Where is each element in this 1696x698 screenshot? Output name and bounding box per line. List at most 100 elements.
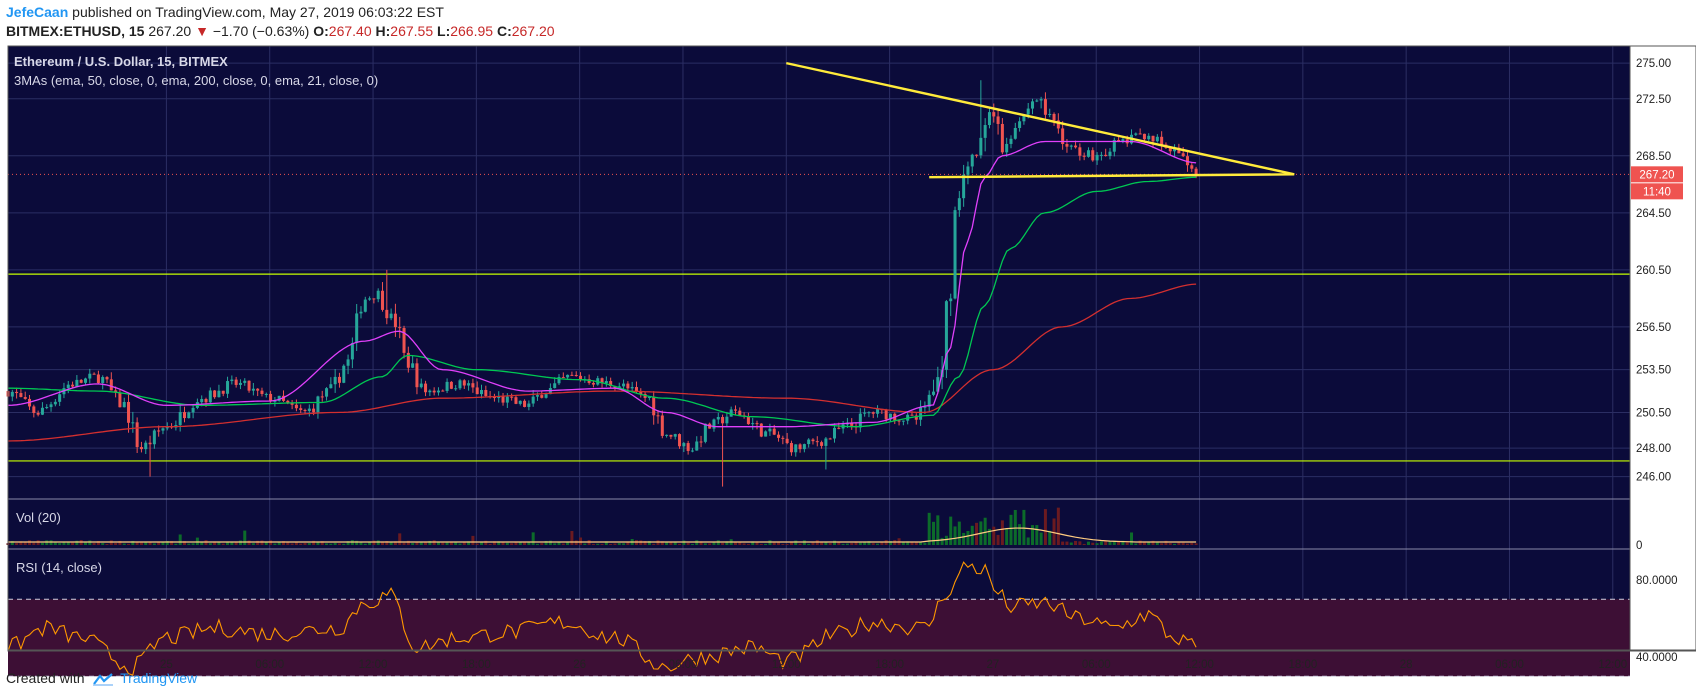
candle-body — [553, 383, 557, 389]
volume-bar — [725, 541, 729, 545]
volume-bar — [1173, 543, 1177, 545]
time-tick-label: 12:00 — [359, 659, 388, 671]
volume-bar — [96, 541, 100, 545]
volume-bar — [393, 541, 397, 545]
volume-bar — [759, 543, 763, 545]
volume-bar — [337, 543, 341, 545]
volume-bar — [1048, 530, 1052, 545]
volume-bar — [949, 516, 953, 545]
volume-bar — [355, 540, 359, 545]
candle-body — [45, 407, 49, 409]
candle-body — [656, 415, 660, 417]
volume-bar — [919, 541, 923, 545]
volume-bar — [1112, 540, 1116, 545]
volume-bar — [71, 542, 75, 545]
candle-body — [238, 382, 242, 385]
candle-body — [721, 417, 725, 424]
candle-body — [888, 413, 892, 420]
volume-bar — [1147, 542, 1151, 545]
chart-frame — [7, 45, 1696, 652]
volume-bar — [858, 542, 862, 545]
volume-bar — [596, 543, 600, 545]
candle-body — [256, 388, 260, 391]
candle-body — [251, 388, 255, 391]
volume-bar — [1190, 542, 1194, 545]
volume-bars — [6, 507, 1198, 545]
candle-body — [910, 414, 914, 416]
volume-bar — [1031, 525, 1035, 545]
rsi-curve — [7, 561, 1197, 676]
volume-bar — [191, 543, 195, 545]
candle-body — [368, 298, 372, 300]
candle-body — [1013, 127, 1017, 139]
volume-bar — [19, 541, 23, 545]
volume-bar — [58, 543, 62, 545]
candle-body — [759, 423, 763, 437]
candle-body — [1190, 165, 1194, 169]
candle-body — [1134, 133, 1138, 135]
candle-body — [626, 383, 630, 389]
candle-body — [415, 363, 419, 388]
price-badges: 267.20 11:40 — [1631, 166, 1683, 200]
author-name[interactable]: JefeCaan — [6, 4, 69, 20]
candle-body — [682, 443, 686, 447]
volume-label: Vol (20) — [16, 510, 61, 525]
candle-body — [281, 395, 286, 401]
volume-bar — [505, 542, 509, 545]
price-tick-label: 253.50 — [1636, 365, 1671, 377]
volume-bar — [992, 526, 996, 545]
candle-body — [505, 396, 509, 403]
candle-body — [815, 441, 819, 443]
volume-bar — [471, 535, 475, 545]
volume-bar — [591, 543, 595, 545]
volume-bar — [406, 540, 410, 545]
volume-bar — [251, 543, 255, 545]
candle-body — [931, 391, 936, 395]
candle-body — [337, 376, 341, 383]
volume-bar — [1104, 540, 1108, 545]
trendline-upper — [786, 61, 1295, 176]
candle-body — [484, 389, 488, 396]
candle-body — [264, 393, 268, 395]
candle-body — [579, 375, 583, 380]
candle-body — [114, 390, 118, 393]
rsi-tick-label: 40.0000 — [1636, 652, 1678, 664]
candle-body — [1177, 147, 1181, 154]
candle-body — [673, 434, 677, 437]
candle-body — [733, 409, 737, 411]
candle-body — [71, 384, 75, 387]
volume-bar — [66, 542, 70, 545]
time-tick-label: 18:00 — [462, 659, 491, 671]
candle-body — [32, 406, 36, 413]
candle-body — [1082, 155, 1086, 157]
candle-body — [1185, 156, 1189, 166]
candle-body — [497, 396, 501, 399]
volume-bar — [419, 541, 423, 545]
candle-body — [1142, 133, 1146, 140]
close-label: C: — [496, 23, 512, 39]
volume-bar — [1039, 532, 1043, 545]
candle-body — [83, 378, 87, 383]
candle-body — [165, 426, 169, 429]
volume-bar — [716, 540, 720, 545]
volume-bar — [75, 540, 79, 545]
volume-bar — [781, 543, 785, 545]
volume-bar — [1009, 514, 1013, 545]
volume-bar — [755, 542, 759, 545]
candle-body — [781, 437, 785, 439]
tradingview-brand[interactable]: TradingView — [120, 670, 198, 686]
volume-bar — [871, 543, 875, 545]
candle-body — [871, 412, 875, 414]
volume-bar — [139, 542, 143, 545]
volume-bar — [187, 543, 191, 545]
candle-body — [1039, 99, 1043, 101]
ohlc-line: BITMEX:ETHUSD, 15 267.20 ▼ −1.70 (−0.63%… — [6, 23, 555, 39]
volume-bar — [936, 515, 940, 545]
candle-body — [703, 423, 707, 442]
volume-bar — [665, 542, 669, 545]
volume-bar — [148, 541, 152, 545]
volume-bar — [527, 542, 531, 545]
candle-body — [471, 383, 475, 388]
time-tick-label: 12:00 — [1185, 659, 1214, 671]
